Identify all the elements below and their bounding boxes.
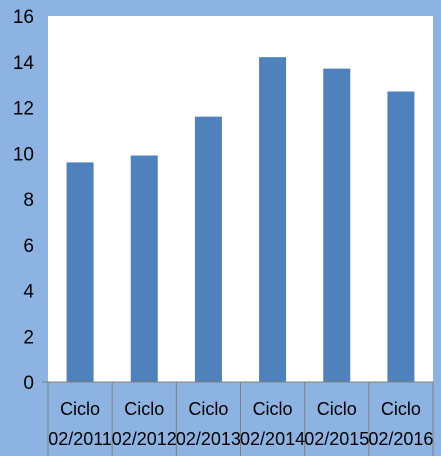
- bar: [323, 68, 351, 383]
- x-category-label: 02/2013: [176, 429, 241, 449]
- x-category-label: Ciclo: [253, 399, 293, 419]
- y-tick-label: 2: [23, 327, 34, 348]
- bar: [130, 155, 158, 382]
- y-tick-label: 8: [23, 190, 34, 211]
- x-axis: Ciclo 02/2011 Ciclo 02/2012 Ciclo 02/2013 Cicl…: [42, 381, 434, 456]
- bar: [387, 91, 415, 383]
- y-tick-label: 4: [23, 282, 34, 303]
- x-category-label: 02/2014: [240, 429, 305, 449]
- bar: [259, 57, 287, 383]
- y-tick-label: 10: [13, 144, 34, 165]
- plot-area: [48, 16, 433, 382]
- y-tick-label: 6: [23, 236, 34, 257]
- y-tick-label: 12: [13, 99, 34, 120]
- y-axis-ticks: 0 2 4 6 8 10 12 14 16: [13, 7, 35, 394]
- bar: [66, 162, 94, 382]
- y-tick-label: 14: [13, 53, 35, 74]
- x-category-label: 02/2016: [368, 429, 433, 449]
- x-category-label: Ciclo: [188, 399, 228, 419]
- bars: [66, 57, 415, 383]
- x-category-label: Ciclo: [381, 399, 421, 419]
- x-category-label: Ciclo: [60, 399, 100, 419]
- x-category-label: Ciclo: [317, 399, 357, 419]
- y-tick-label: 16: [13, 7, 34, 28]
- y-tick-label: 0: [23, 373, 34, 394]
- x-category-label: 02/2015: [304, 429, 369, 449]
- x-category-label: 02/2012: [112, 429, 177, 449]
- x-category-label: Ciclo: [124, 399, 164, 419]
- bar: [194, 116, 222, 383]
- x-category-label: 02/2011: [48, 429, 112, 449]
